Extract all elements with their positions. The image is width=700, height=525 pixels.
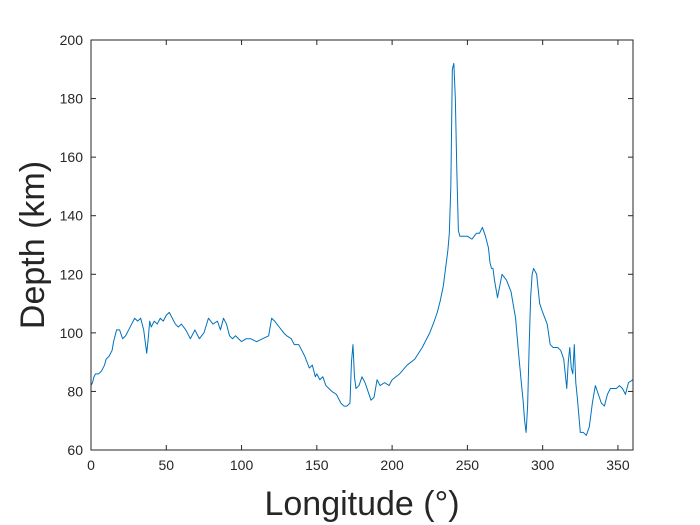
y-tick-label: 100 xyxy=(60,325,84,341)
x-tick-label: 250 xyxy=(456,457,480,473)
ticks-layer: 0 50 100 150 200 250 300 350 60 80 100 120 140 160 180… xyxy=(60,32,633,473)
x-axis-title: Longitude (°) xyxy=(264,485,459,523)
y-tick-label: 200 xyxy=(60,32,84,48)
y-tick-label: 120 xyxy=(60,266,84,282)
y-tick-label: 80 xyxy=(67,383,83,399)
x-tick-label: 350 xyxy=(606,457,630,473)
y-axis-title: Depth (km) xyxy=(14,161,52,329)
x-tick-label: 300 xyxy=(531,457,555,473)
y-tick-label: 180 xyxy=(60,91,84,107)
plot-frame xyxy=(90,39,634,451)
y-tick-label: 140 xyxy=(60,208,84,224)
plot-area xyxy=(91,40,633,450)
x-tick-label: 200 xyxy=(380,457,404,473)
y-tick-label: 60 xyxy=(67,442,83,458)
series-line-1 xyxy=(90,62,634,436)
x-tick-label: 100 xyxy=(230,457,254,473)
x-tick-label: 50 xyxy=(158,457,174,473)
x-tick-label: 0 xyxy=(87,457,95,473)
x-tick-label: 150 xyxy=(305,457,329,473)
series-layer xyxy=(90,62,634,436)
y-tick-label: 160 xyxy=(60,149,84,165)
